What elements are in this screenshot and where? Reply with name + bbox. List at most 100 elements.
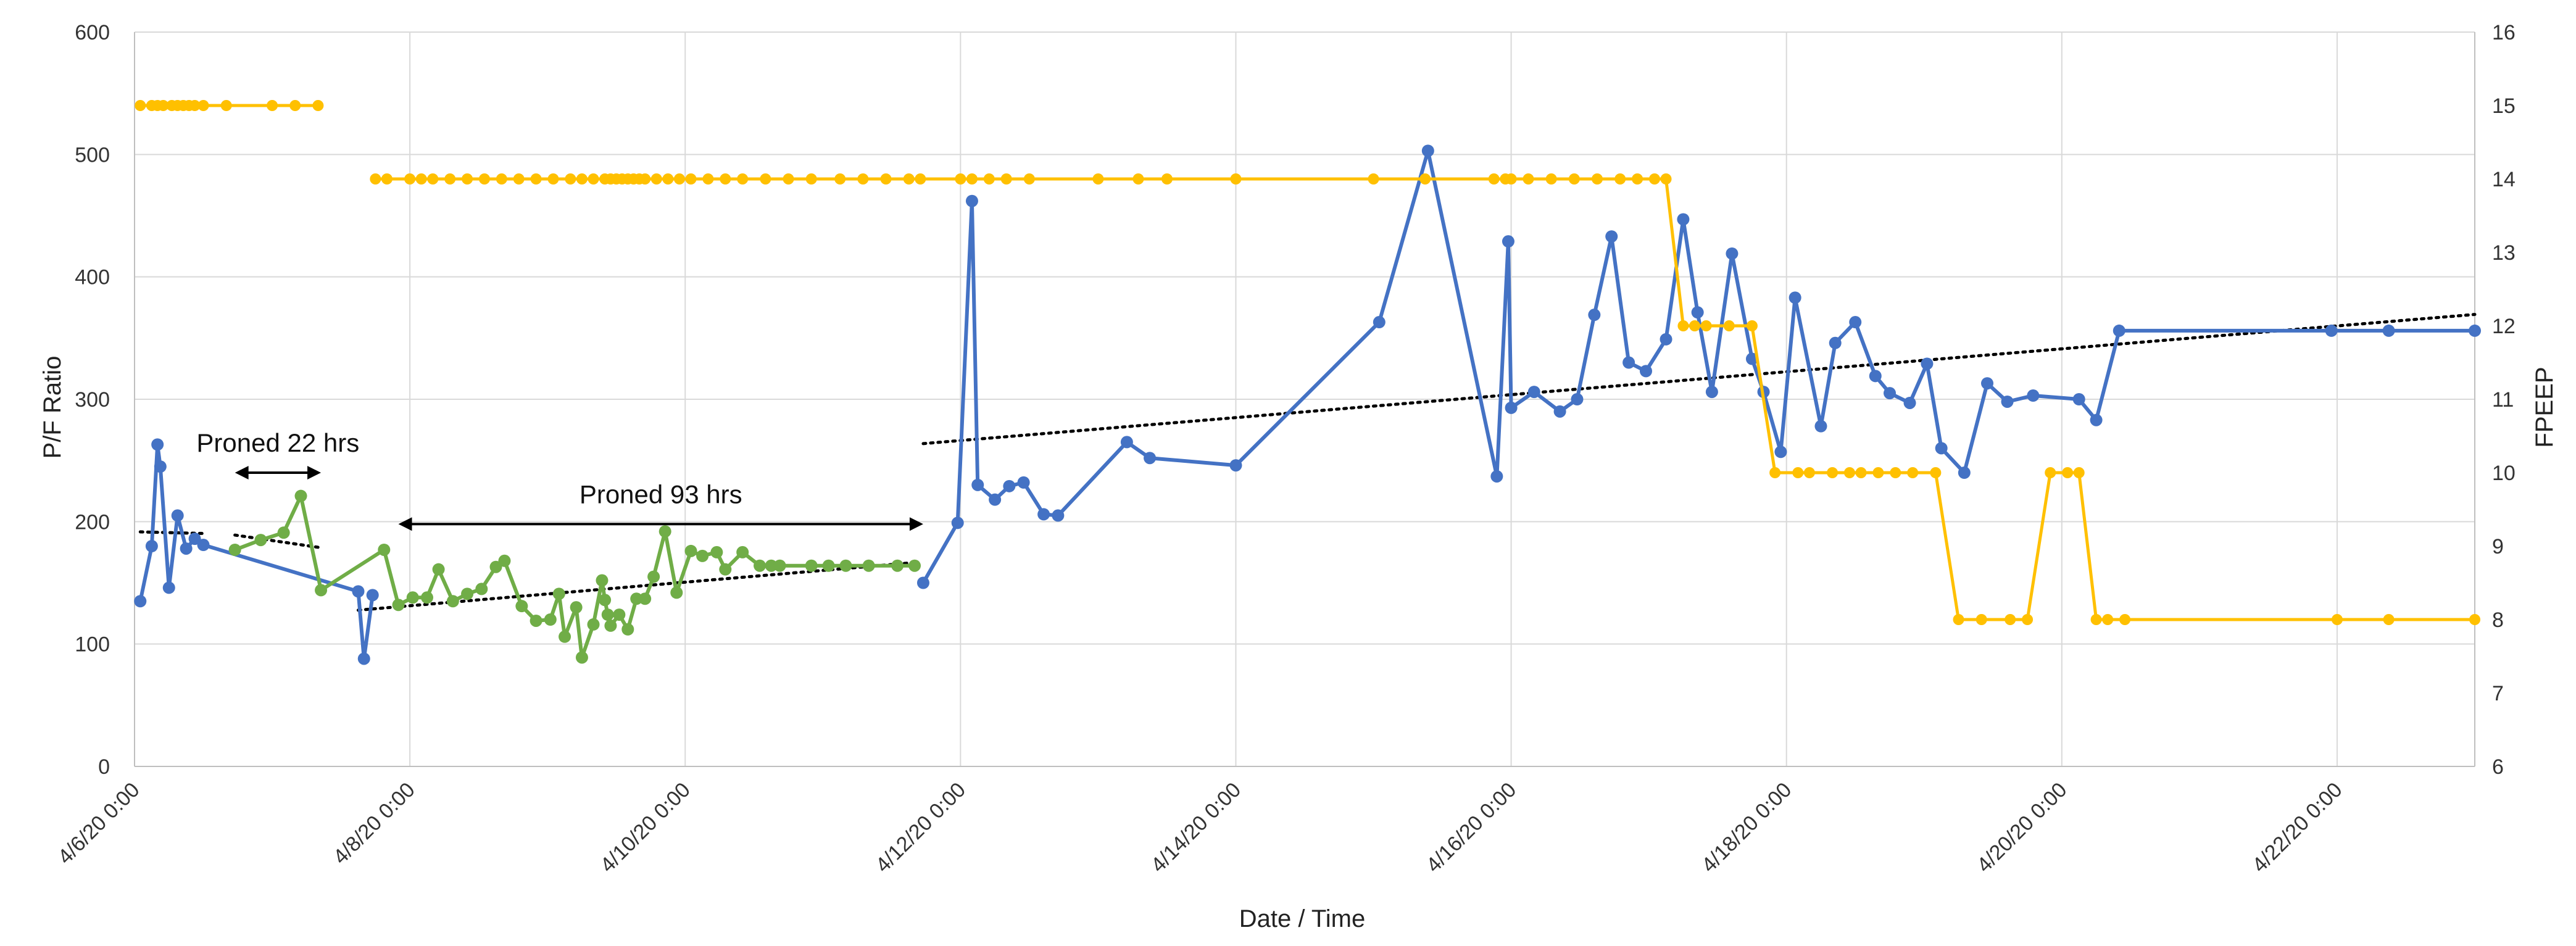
series-point-4	[2469, 614, 2480, 625]
series-point-2	[1490, 470, 1503, 483]
series-point-1	[552, 587, 565, 600]
series-point-1	[228, 543, 241, 556]
series-point-1	[908, 559, 921, 572]
y-tick-label: 300	[75, 388, 110, 412]
series-point-4	[1505, 173, 1517, 185]
series-point-4	[547, 173, 559, 185]
series-point-4	[1230, 173, 1242, 185]
y2-tick-label: 14	[2492, 168, 2516, 191]
series-line-2	[921, 149, 2475, 584]
series-point-1	[515, 600, 528, 613]
series-point-1	[773, 559, 786, 572]
series-point-1	[378, 543, 391, 556]
series-point-0	[197, 539, 210, 552]
y2-axis-title: FPEEP	[2531, 367, 2558, 447]
series-point-0	[154, 460, 167, 473]
series-point-0	[134, 595, 147, 608]
series-point-2	[2001, 395, 2014, 408]
series-point-1	[596, 574, 609, 587]
x-tick-label: 4/10/20 0:00	[596, 778, 695, 878]
series-point-1	[461, 587, 474, 600]
series-point-2	[1120, 436, 1133, 449]
trendline-post-prone	[921, 313, 2477, 446]
series-point-1	[754, 559, 767, 572]
series-point-4	[903, 173, 915, 185]
series-point-4	[1930, 467, 1942, 478]
series-point-2	[1553, 405, 1566, 418]
series-point-4	[783, 173, 794, 185]
series-point-2	[1660, 333, 1672, 346]
series-point-4	[685, 173, 697, 185]
series-point-2	[1502, 235, 1514, 248]
series-point-1	[587, 618, 600, 631]
series-point-4	[370, 173, 381, 185]
series-point-4	[2090, 614, 2102, 625]
series-point-1	[392, 599, 405, 612]
series-point-2	[2113, 324, 2125, 337]
series-point-2	[1605, 230, 1618, 243]
series-point-1	[599, 594, 612, 607]
series-point-0	[366, 589, 379, 602]
series-point-4	[1700, 320, 1712, 331]
series-point-1	[601, 608, 614, 621]
series-point-0	[171, 509, 184, 522]
series-point-4	[805, 173, 817, 185]
series-point-2	[1691, 306, 1704, 319]
series-point-2	[916, 576, 929, 589]
trendline-prone-22	[233, 533, 323, 550]
series-point-2	[2469, 324, 2481, 337]
series-point-1	[421, 591, 433, 604]
series-point-2	[1705, 386, 1718, 399]
series-point-4	[1545, 173, 1557, 185]
series-point-4	[381, 173, 393, 185]
series-point-4	[1632, 173, 1643, 185]
series-point-4	[1746, 320, 1758, 331]
series-point-2	[1849, 316, 1862, 329]
series-point-1	[696, 549, 709, 562]
series-point-0	[180, 542, 193, 555]
series-point-4	[588, 173, 599, 185]
series-point-0	[145, 540, 158, 552]
y-tick-label: 400	[75, 266, 110, 289]
y-tick-label: 600	[75, 21, 110, 44]
series-point-2	[1981, 377, 1993, 390]
series-point-4	[966, 173, 978, 185]
series-point-1	[294, 489, 307, 502]
series-point-4	[576, 173, 588, 185]
y2-tick-label: 6	[2492, 755, 2504, 779]
y2-tick-label: 13	[2492, 241, 2516, 265]
y2-tick-label: 16	[2492, 21, 2516, 44]
series-point-2	[1622, 356, 1635, 369]
series-point-1	[765, 559, 778, 572]
series-point-2	[1640, 365, 1652, 378]
series-point-2	[1003, 479, 1016, 492]
series-point-4	[2102, 614, 2114, 625]
series-point-1	[639, 592, 652, 605]
series-point-2	[2090, 413, 2103, 426]
series-point-2	[1571, 393, 1584, 405]
series-point-1	[432, 563, 445, 576]
series-point-4	[1855, 467, 1867, 478]
series-point-4	[404, 173, 416, 185]
series-point-2	[965, 194, 978, 207]
series-point-3	[197, 100, 209, 111]
series-point-4	[1907, 467, 1919, 478]
series-point-4	[415, 173, 427, 185]
series-point-4	[673, 173, 685, 185]
series-point-1	[406, 591, 419, 604]
series-point-1	[862, 559, 875, 572]
series-point-4	[1614, 173, 1626, 185]
series-point-1	[822, 559, 835, 572]
series-point-4	[639, 173, 651, 185]
series-point-0	[151, 438, 164, 451]
series-point-1	[613, 608, 626, 621]
series-point-4	[478, 173, 490, 185]
series-point-3	[220, 100, 232, 111]
series-line-0	[138, 442, 375, 661]
series-point-4	[1769, 467, 1781, 478]
x-tick-label: 4/18/20 0:00	[1697, 778, 1797, 878]
annotation-label: Proned 22 hrs	[196, 428, 359, 457]
series-point-0	[352, 585, 365, 598]
